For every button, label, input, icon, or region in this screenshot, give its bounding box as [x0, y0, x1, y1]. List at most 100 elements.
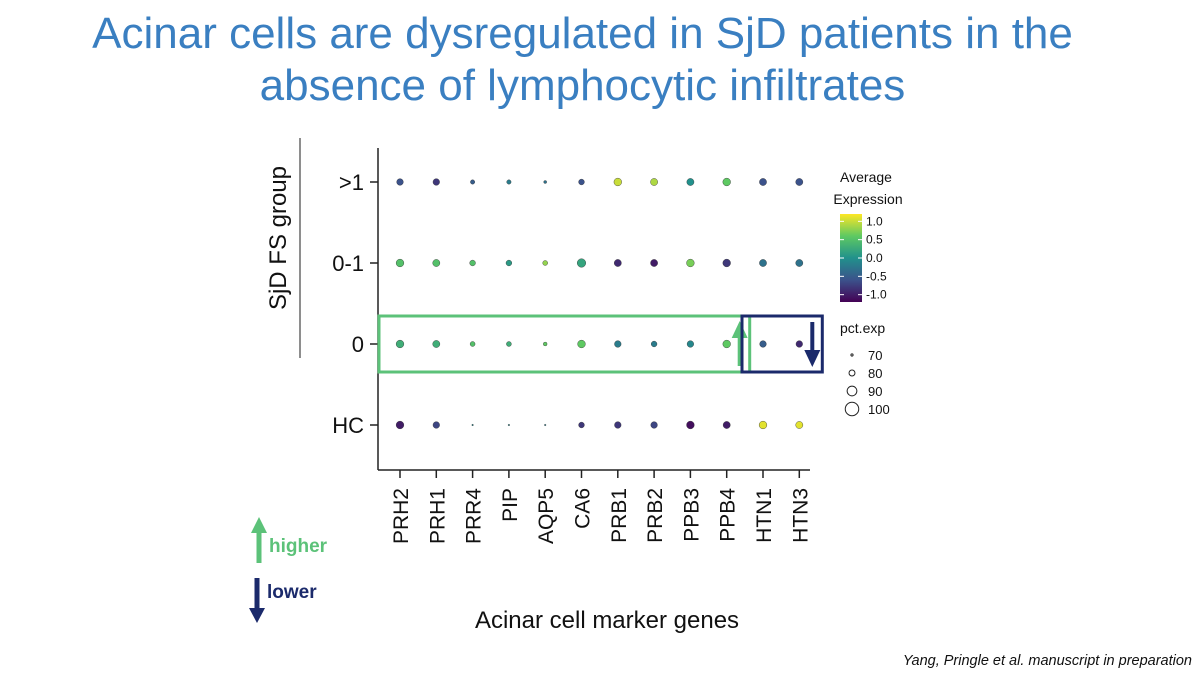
dot: [578, 421, 585, 429]
dot: [543, 341, 548, 347]
x-axis-label: Acinar cell marker genes: [475, 607, 739, 634]
size-legend-circle: [848, 369, 856, 377]
x-tick-label: PIP: [499, 488, 522, 522]
dots: [395, 177, 804, 430]
color-legend-tick-label: 1.0: [866, 214, 883, 228]
dot: [577, 258, 587, 268]
dot: [395, 258, 405, 268]
size-legend-label: 100: [868, 402, 890, 417]
dot: [506, 179, 512, 185]
color-legend-bar: [840, 214, 862, 302]
highlight-boxes: [377, 314, 824, 374]
down-arrow-icon: [249, 578, 265, 623]
color-legend-title-2: Expression: [833, 191, 902, 207]
dot: [650, 340, 658, 348]
slide-title-line-1: Acinar cells are dysregulated in SjD pat…: [92, 9, 1073, 58]
size-legend-title: pct.exp: [840, 320, 885, 336]
dot: [614, 340, 622, 348]
higher-label: higher: [269, 536, 328, 557]
x-tick-label: PRB1: [608, 488, 631, 543]
dot: [613, 177, 622, 187]
dot: [543, 180, 547, 184]
color-legend-tick-label: 0.0: [866, 251, 883, 265]
dot: [686, 420, 695, 430]
x-tick-label: CA6: [572, 488, 595, 529]
dot: [795, 340, 803, 348]
box-down-arrow-icon: [804, 322, 821, 367]
color-legend-title-1: Average: [840, 169, 892, 185]
y-ticks: >1 0-1 0 HC: [332, 170, 378, 438]
dot: [432, 421, 440, 429]
dot: [544, 424, 547, 427]
highlight-box-up: [377, 314, 752, 374]
dot: [469, 341, 476, 347]
x-tick-label: PPB4: [717, 488, 740, 542]
dot: [505, 259, 513, 267]
citation: Yang, Pringle et al. manuscript in prepa…: [902, 653, 1192, 669]
dot: [396, 178, 404, 186]
dot: [578, 178, 585, 186]
dot: [795, 178, 804, 186]
slide-title: Acinar cells are dysregulated in SjD pat…: [0, 8, 1165, 112]
dot: [469, 259, 476, 267]
size-legend-label: 80: [868, 366, 882, 381]
dot: [542, 260, 548, 266]
dot: [471, 424, 474, 427]
dot: [614, 259, 622, 267]
up-arrow-icon: [251, 517, 267, 563]
size-legend-circle: [850, 353, 854, 357]
dot: [506, 341, 512, 347]
size-legend-label: 70: [868, 348, 882, 363]
dot: [614, 421, 622, 429]
dot: [759, 178, 767, 186]
box-up-arrow-icon: [731, 321, 748, 366]
dot: [722, 258, 731, 268]
color-legend-tick-label: 0.5: [866, 233, 883, 247]
dot: [395, 339, 405, 349]
x-tick-label: PRR4: [463, 488, 486, 544]
dot: [795, 421, 804, 429]
dot: [795, 259, 804, 267]
x-tick-label: AQP5: [535, 488, 558, 544]
highlight-box-down: [740, 314, 824, 374]
dot: [722, 421, 731, 429]
dot: [686, 178, 695, 186]
dot: [650, 259, 658, 267]
size-legend-items: 70 80 90 100: [844, 348, 890, 417]
size-legend-circle: [846, 385, 858, 397]
x-tick-label: PRB2: [644, 488, 667, 543]
x-tick-label: HTN1: [753, 488, 776, 543]
dot: [758, 420, 768, 430]
x-tick-label: HTN3: [789, 488, 812, 543]
color-legend-tick-label: -0.5: [866, 269, 887, 283]
x-ticks: PRH2 PRH1 PRR4 PIP AQP5 CA6 PRB1 PRB2 PPB3 PPB4 HT…: [390, 470, 812, 544]
y-tick-label: 0: [352, 332, 364, 357]
dot: [650, 421, 658, 429]
dot: [395, 420, 405, 430]
dot: [432, 259, 441, 267]
dot: [722, 177, 731, 187]
y-axis-label: SjD FS group: [265, 166, 292, 310]
slide-title-line-2: absence of lymphocytic infiltrates: [259, 61, 906, 110]
y-tick-label: >1: [339, 170, 364, 195]
y-tick-label: 0-1: [332, 251, 364, 276]
x-tick-label: PRH2: [390, 488, 413, 544]
dot: [577, 339, 586, 349]
size-legend-label: 90: [868, 384, 882, 399]
y-tick-label: HC: [332, 413, 364, 438]
dot: [686, 340, 694, 348]
color-legend-ticks: 1.0 0.5 0.0 -0.5 -1.0: [840, 214, 887, 302]
color-legend-tick-label: -1.0: [866, 288, 887, 302]
dot: [650, 178, 658, 186]
direction-key: higher lower: [249, 517, 328, 623]
color-legend: Average Expression 1.0 0.5 0.0 -0.5 -1.0: [833, 169, 903, 302]
dot: [507, 424, 510, 427]
dot: [686, 258, 695, 268]
dot: [432, 340, 441, 348]
dot: [759, 340, 767, 348]
lower-label: lower: [267, 582, 317, 603]
dot: [470, 179, 475, 185]
size-legend-circle: [844, 401, 860, 417]
dot: [432, 178, 440, 186]
